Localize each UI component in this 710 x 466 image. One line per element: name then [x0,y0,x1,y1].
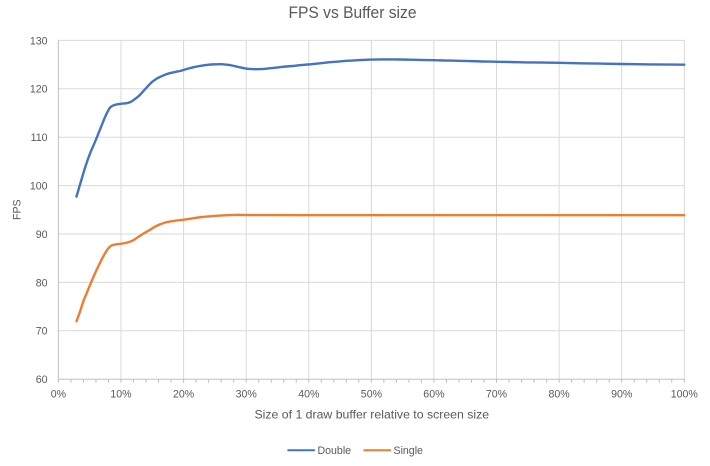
svg-text:100: 100 [30,181,48,193]
svg-text:40%: 40% [298,389,320,401]
svg-text:70: 70 [36,326,48,338]
svg-text:0%: 0% [51,389,67,401]
svg-text:10%: 10% [110,389,132,401]
svg-text:80%: 80% [548,389,570,401]
svg-text:120: 120 [30,84,48,96]
svg-text:FPS vs Buffer size: FPS vs Buffer size [289,4,417,22]
svg-text:20%: 20% [173,389,195,401]
svg-text:Size of 1 draw buffer relative: Size of 1 draw buffer relative to screen… [254,409,489,422]
svg-text:60%: 60% [423,389,445,401]
svg-text:FPS: FPS [12,199,24,220]
svg-text:90: 90 [36,229,48,241]
svg-text:70%: 70% [486,389,508,401]
svg-text:110: 110 [31,132,48,144]
svg-text:Single: Single [394,445,424,457]
svg-text:Double: Double [318,445,352,457]
svg-text:100%: 100% [671,389,699,401]
svg-text:50%: 50% [361,389,383,401]
svg-text:30%: 30% [236,389,258,401]
svg-text:60: 60 [36,374,48,386]
svg-text:80: 80 [36,277,48,289]
svg-text:130: 130 [30,35,48,47]
svg-text:90%: 90% [611,389,633,401]
